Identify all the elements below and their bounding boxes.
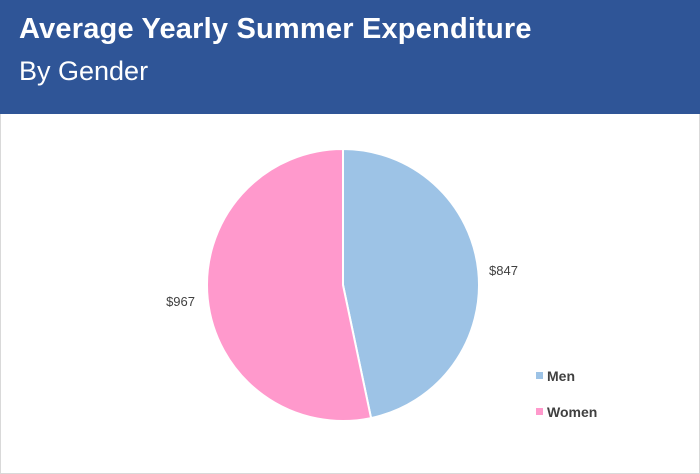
pie-slices <box>206 147 480 422</box>
pie-chart: $847 $967 Men Women <box>166 147 597 422</box>
legend-swatch-women <box>536 408 543 415</box>
legend-swatch-men <box>536 372 543 379</box>
chart-title: Average Yearly Summer Expenditure <box>19 13 532 45</box>
pie-data-labels: $847 $967 <box>166 263 518 309</box>
data-label-men: $847 <box>489 263 518 278</box>
pie-slice-women <box>206 147 373 422</box>
legend-label-men: Men <box>547 368 575 384</box>
pie-slice-men <box>342 147 480 420</box>
data-label-women: $967 <box>166 294 195 309</box>
legend-label-women: Women <box>547 404 597 420</box>
chart-legend: Men Women <box>536 368 597 420</box>
chart-subtitle: By Gender <box>19 56 149 86</box>
chart-header: Average Yearly Summer Expenditure By Gen… <box>0 0 700 114</box>
